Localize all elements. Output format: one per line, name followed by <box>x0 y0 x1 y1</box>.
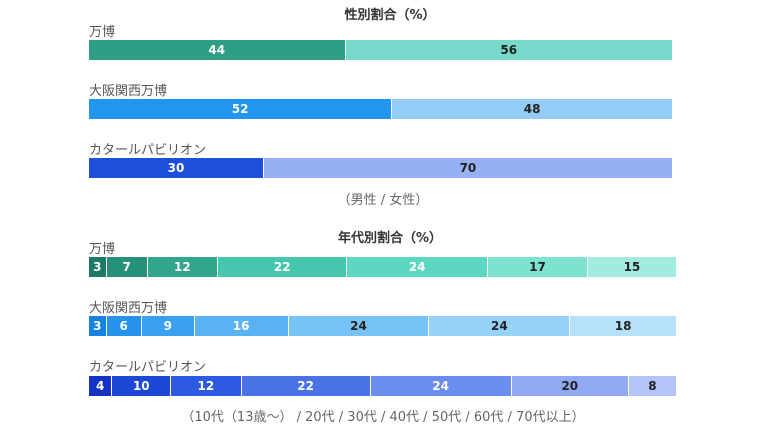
segment-value-label: 22 <box>273 260 291 274</box>
age-bar-segment: 18 <box>570 316 676 336</box>
segment-value-label: 24 <box>432 379 449 393</box>
gender-bar-segment: 48 <box>392 99 672 119</box>
chart-title-age: 年代別割合（%） <box>337 231 443 246</box>
age-bar-segment: 3 <box>89 257 107 277</box>
age-bar-segment: 12 <box>171 376 242 396</box>
segment-value-label: 44 <box>208 43 226 57</box>
age-bar-segment: 10 <box>112 376 172 396</box>
age-bar-segment: 24 <box>347 257 489 277</box>
segment-value-label: 16 <box>232 319 250 333</box>
segment-value-label: 18 <box>614 319 632 333</box>
age-bar-segment: 7 <box>106 257 148 277</box>
age-bar-segment: 17 <box>488 257 588 277</box>
age-bar-osaka-kansai: 3 6 9 16 24 24 18 <box>89 316 676 336</box>
age-bar-qatar: 4 10 12 22 24 20 8 <box>89 376 676 396</box>
gender-bar-segment: 44 <box>89 40 346 60</box>
age-bar-segment: 3 <box>89 316 107 336</box>
age-row-label-expo: 万博 <box>89 242 116 257</box>
age-bar-expo: 3 7 12 22 24 17 15 <box>89 257 676 277</box>
gender-row-label-qatar: カタールパビリオン <box>89 143 207 158</box>
segment-value-label: 22 <box>297 379 314 393</box>
age-bar-segment: 24 <box>370 376 512 396</box>
segment-value-label: 24 <box>491 319 508 333</box>
segment-value-label: 70 <box>459 161 477 175</box>
age-row-label-qatar: カタールパビリオン <box>89 360 207 375</box>
age-bar-segment: 16 <box>194 316 289 336</box>
age-legend-note: （10代（13歳〜） / 20代 / 30代 / 40代 / 50代 / 60代… <box>181 410 585 425</box>
gender-bar-segment: 56 <box>345 40 672 60</box>
segment-value-label: 48 <box>523 102 541 116</box>
segment-value-label: 24 <box>408 260 426 274</box>
segment-value-label: 3 <box>93 260 102 274</box>
segment-value-label: 12 <box>197 379 215 393</box>
gender-row-label-osaka-kansai: 大阪関西万博 <box>89 84 168 99</box>
gender-bar-segment: 52 <box>89 99 393 119</box>
segment-value-label: 20 <box>561 379 579 393</box>
segment-value-label: 6 <box>119 319 128 333</box>
gender-bar-qatar: 30 70 <box>89 158 672 178</box>
segment-value-label: 10 <box>132 379 150 393</box>
segment-value-label: 4 <box>96 379 105 393</box>
gender-bar-segment: 30 <box>89 158 264 178</box>
segment-value-label: 30 <box>167 161 185 175</box>
segment-value-label: 12 <box>174 260 191 274</box>
segment-value-label: 56 <box>500 43 518 57</box>
gender-bar-osaka-kansai: 52 48 <box>89 99 672 119</box>
gender-row-label-expo: 万博 <box>89 25 116 40</box>
segment-value-label: 3 <box>93 319 102 333</box>
chart-title-gender: 性別割合（%） <box>344 8 436 23</box>
age-bar-segment: 24 <box>288 316 430 336</box>
segment-value-label: 7 <box>122 260 131 274</box>
age-bar-segment: 12 <box>147 257 219 277</box>
age-bar-segment: 22 <box>218 257 348 277</box>
age-bar-segment: 6 <box>106 316 142 336</box>
age-bar-segment: 22 <box>241 376 371 396</box>
age-bar-segment: 4 <box>89 376 113 396</box>
age-bar-segment: 15 <box>587 257 676 277</box>
segment-value-label: 24 <box>350 319 367 333</box>
gender-bar-segment: 70 <box>263 158 672 178</box>
age-bar-segment: 8 <box>628 376 676 396</box>
age-row-label-osaka-kansai: 大阪関西万博 <box>89 301 168 316</box>
segment-value-label: 9 <box>163 319 172 333</box>
age-bar-segment: 9 <box>141 316 195 336</box>
gender-legend-note: （男性 / 女性） <box>337 193 429 208</box>
segment-value-label: 17 <box>529 260 546 274</box>
segment-value-label: 15 <box>623 260 641 274</box>
gender-bar-expo: 44 56 <box>89 40 672 60</box>
age-bar-segment: 24 <box>429 316 571 336</box>
segment-value-label: 8 <box>648 379 657 393</box>
segment-value-label: 52 <box>231 102 249 116</box>
age-bar-segment: 20 <box>511 376 629 396</box>
